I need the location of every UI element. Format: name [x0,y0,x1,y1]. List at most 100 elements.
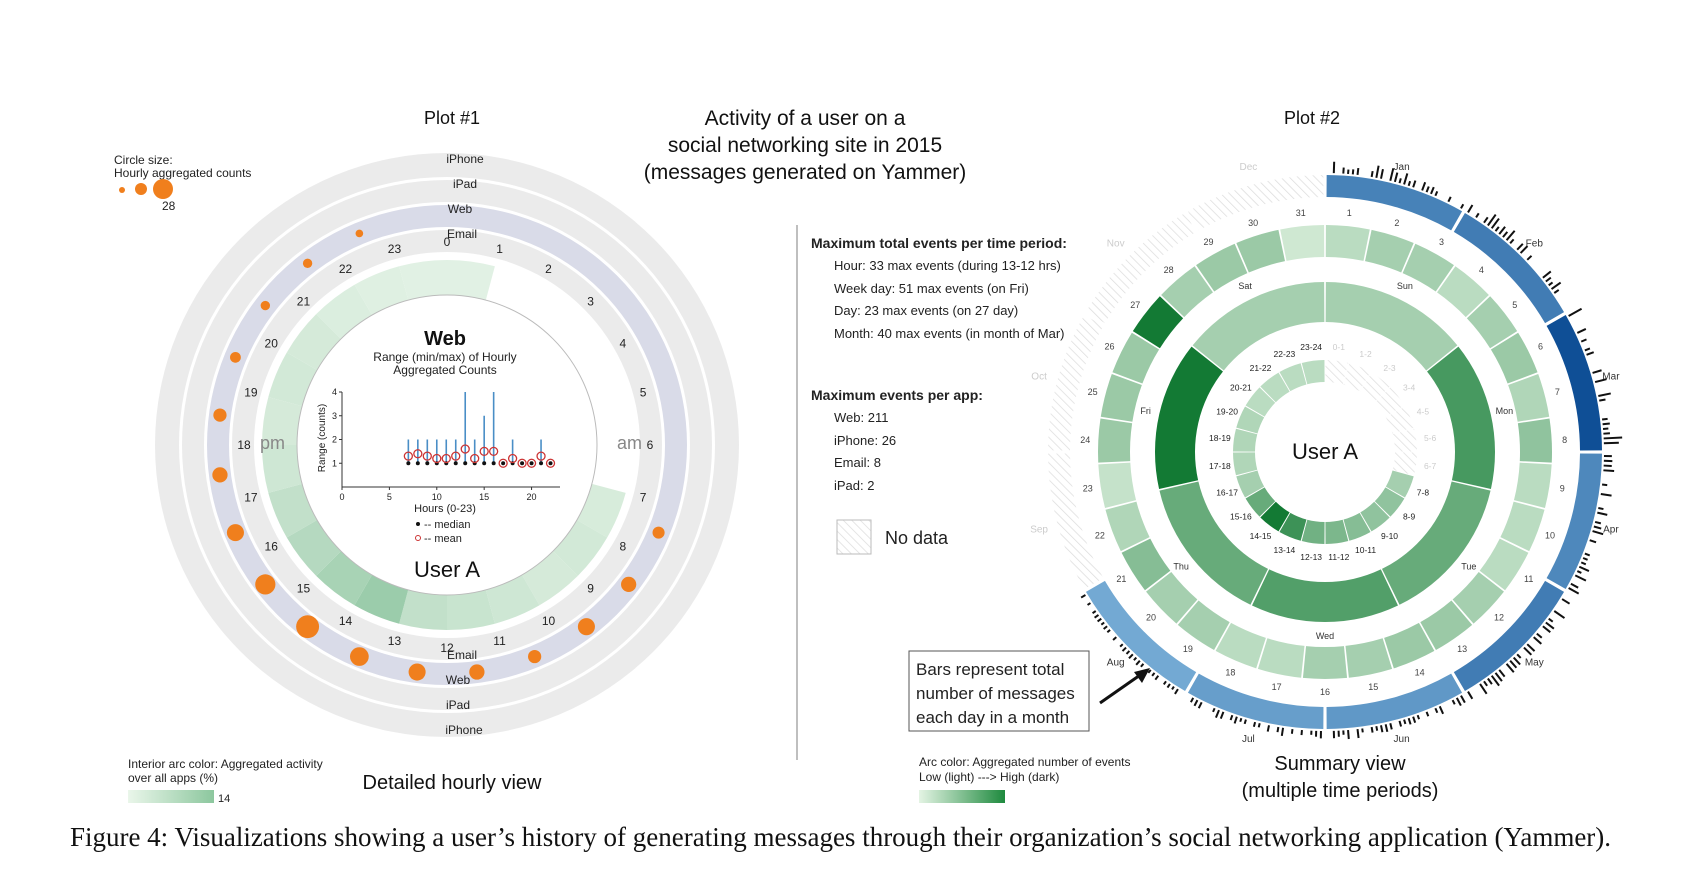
mean-point [441,453,451,464]
inner-chart-y-tick-label: 4 [332,387,337,397]
daily-bar [1389,168,1395,181]
median-point [425,461,430,466]
weekday-label: Sat [1238,281,1252,291]
interior-legend-1: Interior arc color: Aggregated activity [128,757,323,771]
day-segment [1500,501,1545,552]
daily-bar [1516,653,1522,659]
daily-bar [1603,436,1623,440]
day-segment [1280,225,1325,261]
stats-app-line-2: iPhone: 26 [834,433,896,448]
daily-bar [1553,289,1560,294]
daily-bar [1586,351,1595,356]
hour-segment [1233,452,1258,476]
legend-mean-marker [415,535,421,541]
hour-segment [1392,428,1417,452]
mean-point [413,449,423,459]
ring-label-bottom-iphone: iPhone [445,723,483,737]
daily-bar [1096,617,1102,623]
plot1-footer: Detailed hourly view [363,772,543,794]
inner-chart-x-tick-label: 15 [479,492,489,502]
daily-bar [1100,621,1105,626]
day-segment [1196,243,1248,292]
daily-bar [1091,610,1097,615]
web-activity-circle [302,258,313,268]
month-segment [1085,212,1197,324]
daily-bar [1545,621,1555,630]
web-activity-circles [212,229,665,681]
weekday-segment [1381,481,1491,605]
daily-bar [1599,398,1606,402]
median-point [501,461,506,466]
daily-bar [1421,181,1427,191]
hour-range-label: 6-7 [1424,461,1437,471]
daily-bar [1351,169,1355,175]
inner-chart-subtitle-2: Aggregated Counts [393,363,496,377]
web-activity-circle [408,663,426,681]
day-segment [1121,538,1171,591]
daily-bar [1487,214,1497,227]
web-activity-circle [652,526,665,539]
hour-segment [1392,452,1417,476]
mean-point [432,453,442,464]
daily-bar [1574,574,1587,582]
ring-label-top-ipad: iPad [453,177,477,191]
circle-legend-title-1: Circle size: [114,153,173,167]
inner-chart-y-tick-label: 1 [332,458,337,468]
plot2-footer-2: (multiple time periods) [1242,780,1439,802]
stats-panel: Maximum total events per time period: Ho… [811,235,1067,555]
daily-bar [1276,726,1280,733]
day-label: 28 [1164,265,1174,275]
mean-point [536,451,546,461]
mean-point [517,458,527,468]
median-point [520,461,525,466]
day-label: 31 [1296,208,1306,218]
day-label: 5 [1512,300,1517,310]
day-label: 2 [1394,218,1399,228]
mean-point [545,458,556,468]
web-activity-circle [296,615,320,639]
weekday-segment [1325,282,1458,371]
daily-bar [1147,669,1152,674]
day-label: 18 [1225,668,1235,678]
day-label: 7 [1555,387,1560,397]
daily-bar [1121,646,1127,652]
daily-bar [1403,173,1409,185]
inner-chart-ylabel: Range (counts) [317,404,328,472]
month-label: Mar [1602,371,1620,382]
daily-bar [1509,660,1518,669]
daily-bar [1389,723,1393,730]
daily-bar [1598,507,1604,511]
ring-label-bottom-ipad: iPad [446,698,470,712]
daily-bar [1243,719,1247,725]
weekday-segment [1155,346,1223,489]
hour-range-label: 17-18 [1209,461,1231,471]
interior-arc-segment [262,445,303,493]
ring-label-bottom-web: Web [446,673,471,687]
day-segment [1100,374,1142,422]
daily-bar [1594,520,1602,525]
weekday-segment [1252,569,1398,622]
mean-point [526,458,537,468]
hour-label: 19 [244,385,258,399]
daily-bar [1280,727,1285,737]
hour-segment [1245,387,1276,417]
plot1-user-label: User A [414,557,480,582]
daily-bar [1166,683,1171,689]
daily-bar [1229,714,1234,721]
daily-bar [1384,724,1389,733]
daily-bar [1593,525,1602,530]
ring-label-top-iphone: iPhone [446,152,484,166]
day-label: 15 [1368,682,1378,692]
hour-range-label: 1-2 [1359,349,1372,359]
hour-segment [1245,487,1276,517]
daily-bar [1290,728,1294,734]
daily-bar [1584,552,1591,557]
daily-bar [1398,178,1402,184]
hour-segment [1279,512,1307,541]
day-label: 17 [1272,682,1282,692]
daily-bars-note-2: number of messages [916,684,1075,703]
daily-bar [1490,217,1500,229]
day-label: 6 [1538,341,1543,351]
interior-legend-2: over all apps (%) [128,771,218,785]
